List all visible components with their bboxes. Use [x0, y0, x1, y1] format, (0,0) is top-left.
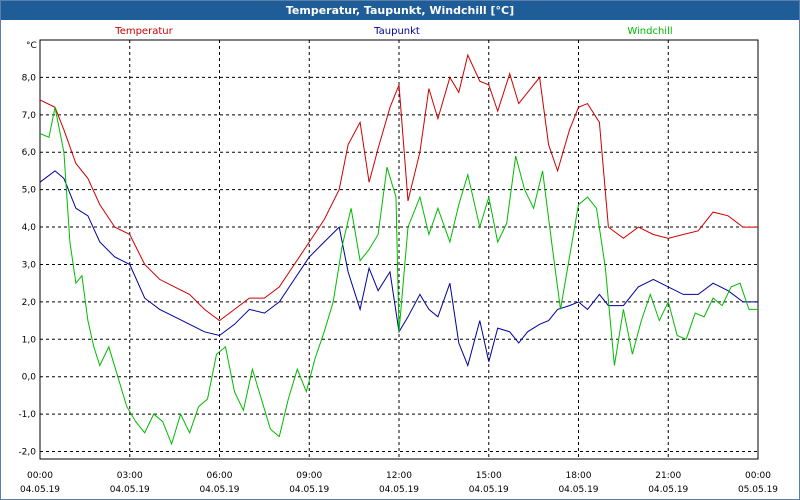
y-tick-label: 0,0 — [22, 373, 37, 383]
y-tick-label: 5,0 — [22, 186, 37, 196]
legend-entry-taupunkt: Taupunkt — [373, 26, 420, 37]
legend-entry-windchill: Windchill — [627, 26, 672, 37]
x-tick-time: 12:00 — [386, 471, 412, 481]
x-tick-time: 06:00 — [207, 471, 233, 481]
x-tick-date: 04.05.19 — [110, 485, 150, 495]
x-tick-date: 04.05.19 — [648, 485, 688, 495]
plot-frame — [39, 39, 759, 460]
y-axis-label: °C — [26, 41, 37, 51]
tick-labels: 8,0 7,0 6,0 5,0 4,0 3,0 2,0 1,0 0,0 -1,0 -2,0 00:00… — [18, 41, 778, 495]
y-tick-label: 2,0 — [22, 298, 37, 308]
x-tick-date: 04.05.19 — [20, 485, 60, 495]
x-tick-date: 04.05.19 — [558, 485, 598, 495]
window-title: Temperatur, Taupunkt, Windchill [°C] — [1, 1, 799, 20]
y-tick-label: 8,0 — [22, 73, 37, 83]
y-tick-label: 1,0 — [22, 335, 37, 345]
x-tick-date: 05.05.19 — [738, 485, 778, 495]
y-tick-label: 3,0 — [22, 260, 37, 270]
series-line-windchill — [39, 107, 758, 446]
grid-lines — [40, 40, 758, 459]
y-tick-label: 7,0 — [22, 111, 37, 121]
x-tick-date: 04.05.19 — [379, 485, 419, 495]
x-tick-time: 00:00 — [745, 471, 771, 481]
x-tick-time: 03:00 — [117, 471, 143, 481]
legend: Temperatur Taupunkt Windchill — [114, 26, 672, 37]
series-line-taupunkt — [39, 170, 758, 368]
series-line-temperatur — [39, 53, 758, 322]
x-tick-date: 04.05.19 — [469, 485, 509, 495]
y-tick-label: -2,0 — [18, 448, 36, 458]
x-tick-date: 04.05.19 — [289, 485, 329, 495]
axes — [39, 39, 759, 460]
legend-entry-temperatur: Temperatur — [114, 26, 173, 37]
x-tick-time: 21:00 — [655, 471, 681, 481]
x-tick-time: 18:00 — [566, 471, 592, 481]
x-tick-time: 15:00 — [476, 471, 502, 481]
x-tick-time: 00:00 — [27, 471, 53, 481]
y-tick-label: -1,0 — [18, 410, 36, 420]
y-tick-label: 4,0 — [22, 223, 37, 233]
series-lines — [39, 53, 758, 446]
x-tick-date: 04.05.19 — [199, 485, 239, 495]
x-tick-time: 09:00 — [296, 471, 322, 481]
y-tick-label: 6,0 — [22, 148, 37, 158]
